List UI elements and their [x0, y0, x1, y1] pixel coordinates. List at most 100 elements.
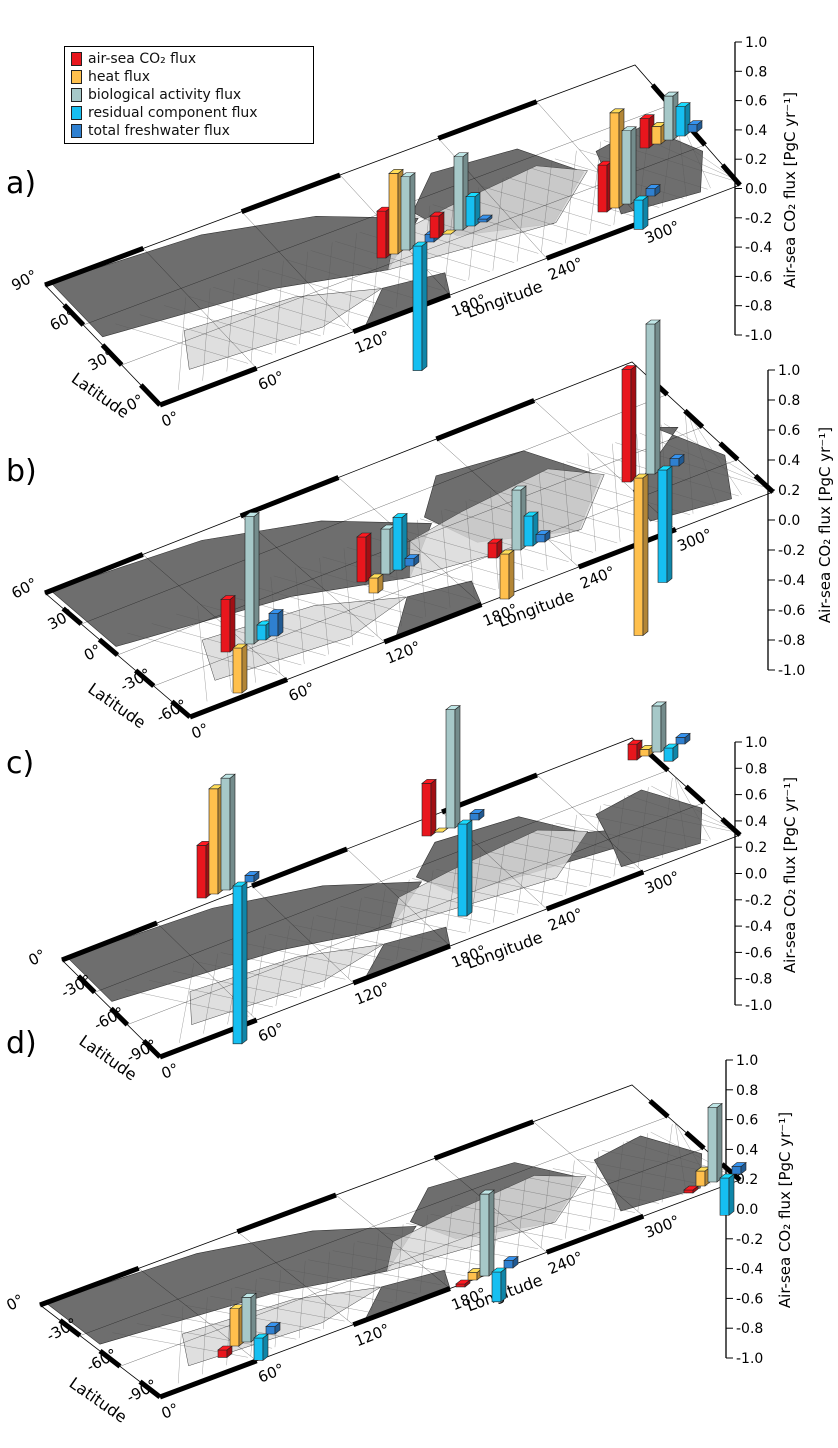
flux-bar-side: [229, 773, 236, 891]
flux-bar-top: [268, 609, 284, 614]
flux-axis-tick-label: 0.4: [778, 453, 800, 469]
latitude-tick-label: 0°: [123, 391, 147, 415]
panel-d: 0°60°120°180°240°300°-90°-60°-30°0°Longi…: [3, 1053, 794, 1427]
flux-bar-side: [250, 1292, 257, 1343]
map-frame-segment: [720, 163, 742, 187]
flux-bar-top: [609, 108, 625, 114]
panel-a: 0°60°120°180°240°300°0°30°60°90° Longitud…: [8, 35, 799, 431]
gridline-latitude: [94, 770, 669, 993]
flux-bar-front: [707, 1107, 718, 1183]
map-frame-segment: [720, 1162, 742, 1182]
legend-swatch-residual: [71, 105, 82, 120]
hatch-line: [188, 296, 321, 337]
hatch-line: [468, 499, 618, 544]
hatch-line: [416, 519, 426, 617]
flux-bar-top: [469, 809, 485, 814]
flux-axis-tick-label: 1.0: [745, 735, 767, 751]
latitude-axis-title: Latitude: [68, 369, 133, 422]
hatch-line: [639, 432, 767, 486]
map-frame-segment: [545, 219, 645, 261]
longitude-tick-label: 0°: [159, 1060, 182, 1083]
hatch-line: [538, 472, 548, 571]
longitude-tick-label: 300°: [642, 1212, 682, 1242]
flux-bar-front: [675, 106, 686, 137]
hatch-line: [244, 943, 370, 971]
map-frame-segment: [61, 606, 83, 626]
legend-item-co2: air-sea CO₂ flux: [71, 50, 196, 67]
longitude-tick-label: 0°: [189, 720, 212, 743]
panel-label-b: b): [6, 454, 37, 489]
flux-axis-tick-label: 0.6: [745, 94, 767, 110]
map-frame-segment: [39, 1265, 140, 1308]
flux-bar-side: [421, 241, 428, 372]
flux-axis-tick-label: -0.8: [745, 972, 772, 988]
flux-bar-front: [657, 469, 668, 583]
panel-label-c: c): [6, 746, 35, 781]
flux-bar-side: [500, 1267, 507, 1303]
hatch-line: [340, 906, 467, 934]
flux-bar-front: [421, 783, 432, 837]
flux-bar-side: [241, 643, 248, 694]
hatch-line: [395, 528, 545, 572]
hatch-line: [213, 286, 345, 327]
flux-bar-side: [277, 608, 284, 637]
hatch-line: [164, 305, 297, 346]
flux-axis-tick-label: 0.0: [745, 182, 767, 198]
map-frame-segment: [44, 245, 145, 288]
hatch-line: [587, 453, 597, 552]
latitude-tick-label: 0°: [81, 641, 105, 665]
gridline-latitude: [81, 394, 668, 625]
gridline-latitude: [119, 1148, 705, 1367]
legend-item-residual: residual component flux: [71, 104, 258, 121]
flux-bar-top: [731, 1162, 747, 1167]
hatch-line: [268, 933, 394, 961]
flux-bar-side: [241, 881, 248, 1045]
hatch-line: [430, 1213, 563, 1240]
flux-bar-front: [196, 845, 207, 899]
legend-item-freshwater: total freshwater flux: [71, 122, 230, 139]
legend-swatch-co2: [71, 51, 82, 66]
map-frame-segment: [435, 398, 536, 442]
map-frame-segment: [240, 172, 341, 215]
flux-bar-side: [660, 701, 667, 753]
flux-bar-front: [412, 245, 423, 371]
map-frame-segment: [141, 1039, 162, 1059]
flux-bar-side: [409, 172, 416, 251]
legend-label-bio: biological activity flux: [88, 86, 242, 103]
gridline-longitude: [346, 848, 451, 947]
flux-bar-top: [479, 1189, 495, 1195]
flux-bar-side: [262, 1333, 269, 1361]
flux-bar-top: [687, 120, 703, 125]
hatch-line: [286, 259, 418, 300]
flux-bar-front: [499, 553, 510, 600]
flux-bar-front: [465, 196, 476, 227]
legend-label-heat: heat flux: [88, 68, 150, 85]
map-frame-segment: [433, 1119, 535, 1161]
flux-bar-front: [621, 130, 632, 205]
flux-axis-tick-label: 0.6: [736, 1113, 758, 1129]
flux-bar-front: [479, 1193, 490, 1277]
flux-bar-front: [376, 210, 387, 259]
map-frame-segment: [352, 1286, 451, 1328]
latitude-tick-label: 0°: [25, 946, 49, 970]
latitude-tick-label: 90°: [8, 266, 40, 294]
flux-bar-front: [695, 1170, 706, 1187]
map-frame-segment: [545, 1213, 645, 1255]
gridline-longitude: [241, 211, 354, 332]
hatch-line: [292, 924, 418, 952]
gridline-latitude: [83, 104, 671, 326]
map-frame-segment: [159, 1358, 258, 1400]
flux-bar-front: [256, 624, 267, 641]
map-frame-segment: [239, 475, 340, 519]
longitude-tick-label: 60°: [255, 1360, 286, 1387]
flux-bar-front: [663, 95, 674, 141]
map-frame-segment: [58, 1318, 82, 1338]
flux-bar-front: [639, 118, 650, 149]
map-frame-segment: [134, 668, 156, 688]
hatch-line: [125, 989, 249, 1017]
longitude-tick-label: 60°: [255, 367, 286, 394]
hatch-line: [357, 1241, 490, 1268]
map-frame-segment: [109, 1006, 130, 1027]
flux-bar-side: [716, 1102, 723, 1183]
